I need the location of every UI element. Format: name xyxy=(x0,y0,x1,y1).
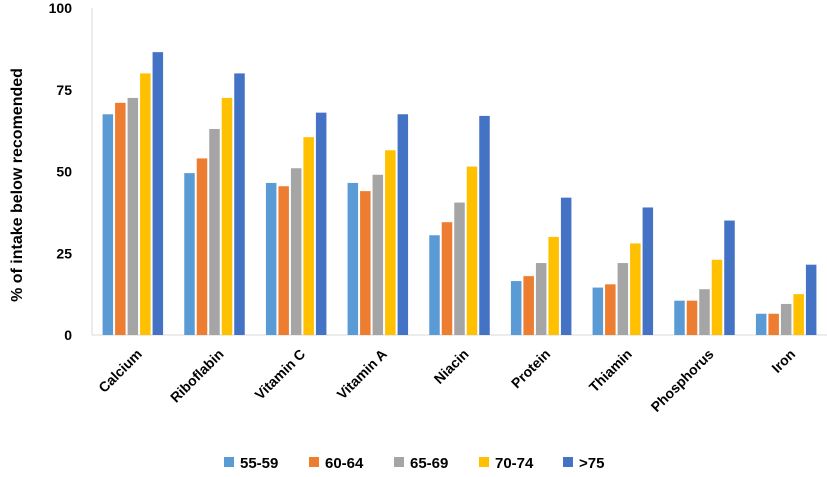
y-tick-label: 50 xyxy=(56,164,72,180)
x-tick-label: Thiamin xyxy=(586,346,635,395)
y-tick-label: 75 xyxy=(56,82,72,98)
bar xyxy=(209,128,220,335)
bar xyxy=(115,102,126,335)
bar xyxy=(674,300,685,335)
bar xyxy=(724,220,735,335)
bar xyxy=(127,97,139,336)
bar xyxy=(755,313,767,335)
bar xyxy=(523,276,534,335)
bar xyxy=(152,52,164,335)
x-tick-label: Iron xyxy=(768,346,798,376)
bar xyxy=(642,207,654,335)
bar xyxy=(102,114,114,336)
x-axis-tick-labels: Calcium Riboflabin Vitamin C Vitamin A Niaci… xyxy=(95,346,798,415)
y-tick-label: 25 xyxy=(56,245,72,261)
legend-label: 55-59 xyxy=(240,455,278,472)
bar xyxy=(686,300,698,335)
bar xyxy=(196,158,208,335)
bar xyxy=(315,112,327,335)
legend-label: 65-69 xyxy=(410,455,448,472)
bar xyxy=(711,259,723,335)
bar xyxy=(780,303,792,335)
legend-swatch xyxy=(224,457,234,467)
bar xyxy=(479,115,490,335)
bar xyxy=(278,186,289,335)
bar xyxy=(510,281,522,335)
bar xyxy=(805,264,817,335)
bar xyxy=(290,168,302,335)
bar xyxy=(385,150,396,335)
x-tick-label: Riboflabin xyxy=(167,346,227,406)
bar xyxy=(768,313,779,335)
bar xyxy=(535,263,547,335)
x-tick-label: Phosphorus xyxy=(648,346,717,415)
bar xyxy=(630,243,641,335)
bar xyxy=(140,73,151,336)
bar xyxy=(592,287,604,335)
legend-swatch xyxy=(479,457,489,467)
x-tick-label: Protein xyxy=(508,346,553,391)
x-tick-label: Niacin xyxy=(431,346,472,387)
legend-label: >75 xyxy=(579,455,604,472)
bar xyxy=(397,114,409,336)
bar xyxy=(605,284,616,335)
bar xyxy=(441,222,453,335)
bar xyxy=(429,235,440,335)
y-tick-label: 100 xyxy=(49,0,73,16)
legend-swatch xyxy=(309,457,319,467)
x-tick-label: Calcium xyxy=(95,346,145,396)
bar xyxy=(184,173,195,335)
bars-area xyxy=(102,52,817,336)
x-tick-label: Vitamin C xyxy=(251,346,308,403)
bar xyxy=(303,137,314,335)
legend-swatch xyxy=(394,457,404,467)
bar xyxy=(347,182,359,335)
bar xyxy=(360,191,371,335)
bar xyxy=(454,202,465,335)
x-tick-label: Vitamin A xyxy=(334,346,390,402)
bar xyxy=(466,166,478,335)
bar xyxy=(617,263,629,335)
legend: 55-59 60-64 65-69 70-74 >75 xyxy=(224,455,604,472)
legend-label: 60-64 xyxy=(325,455,364,472)
bar xyxy=(699,289,710,335)
y-axis-label: % of intake below recomended xyxy=(9,68,26,302)
bar xyxy=(548,236,559,335)
bar xyxy=(560,197,572,335)
bar xyxy=(234,73,245,336)
y-tick-label: 0 xyxy=(64,327,72,343)
legend-label: 70-74 xyxy=(495,455,534,472)
bar xyxy=(221,97,233,336)
legend-swatch xyxy=(563,457,573,467)
bar xyxy=(372,174,384,335)
bar xyxy=(793,294,804,336)
bar xyxy=(265,182,277,335)
